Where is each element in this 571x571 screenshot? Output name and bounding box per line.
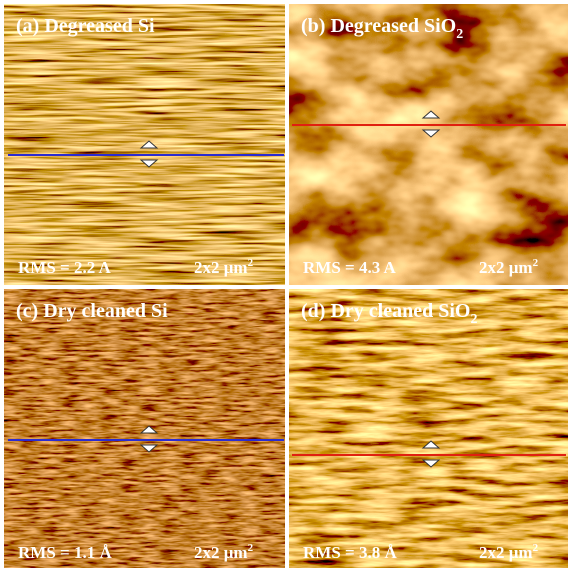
label-text: (c) Dry cleaned Si: [16, 300, 168, 322]
scan-size: 2x2 μm2: [194, 542, 254, 562]
scan-size: 2x2 μm2: [194, 257, 254, 277]
label-text: (b) Degreased SiO: [301, 15, 456, 37]
scale-superscript: 2: [533, 257, 539, 269]
panel-images: [4, 4, 568, 568]
scale-superscript: 2: [533, 542, 539, 554]
scan-size: 2x2 μm2: [479, 542, 539, 562]
rms-value: RMS = 3.8 Å: [303, 543, 397, 562]
afm-figure: (a) Degreased SiRMS = 2.2 A2x2 μm2(b) De…: [0, 0, 571, 571]
label-text: (a) Degreased Si: [16, 15, 155, 37]
label-subscript: 2: [470, 312, 477, 327]
afm-image: [289, 289, 568, 568]
afm-image: [4, 289, 285, 568]
label-text: (d) Dry cleaned SiO: [301, 300, 470, 322]
scale-text: 2x2 μm: [194, 258, 248, 277]
scan-size: 2x2 μm2: [479, 257, 539, 277]
panel-label: (a) Degreased Si: [16, 15, 155, 37]
scale-superscript: 2: [248, 542, 254, 554]
rms-value: RMS = 4.3 A: [303, 258, 397, 277]
scale-superscript: 2: [248, 257, 254, 269]
afm-image: [289, 4, 568, 285]
rms-value: RMS = 2.2 A: [18, 258, 112, 277]
label-subscript: 2: [456, 27, 463, 42]
scale-text: 2x2 μm: [479, 543, 533, 562]
scale-text: 2x2 μm: [194, 543, 248, 562]
rms-value: RMS = 1.1 Å: [18, 543, 112, 562]
scale-text: 2x2 μm: [479, 258, 533, 277]
panel-label: (c) Dry cleaned Si: [16, 300, 168, 322]
